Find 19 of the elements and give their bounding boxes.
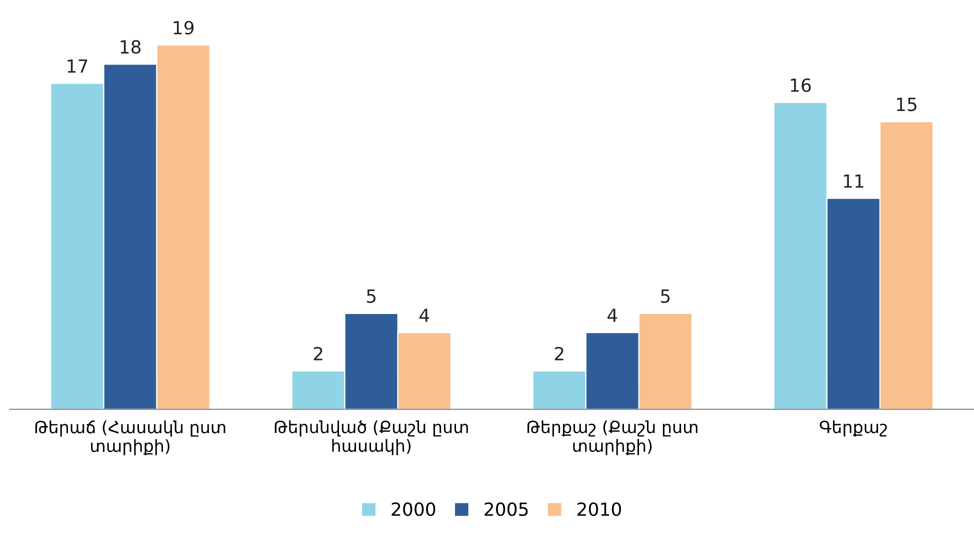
x-tick-label: Թերքաշ (Քաշն ըստ տարիքի)	[527, 420, 698, 456]
x-tick-label: Թերսնված (Քաշն ըստ հասակի)	[274, 420, 468, 456]
data-label: 15	[896, 98, 916, 112]
legend-label: 2010	[578, 502, 621, 516]
legend-label: 2005	[484, 502, 528, 516]
data-label: 2	[554, 346, 564, 360]
legend-label: 2000	[392, 502, 436, 516]
data-label: 18	[120, 40, 141, 54]
data-label: 2	[314, 346, 322, 360]
data-label: 19	[174, 20, 194, 35]
data-label: 11	[844, 174, 864, 188]
data-label: 4	[608, 308, 618, 322]
x-tick-label: Թերաճ (Հասակն ըստ տարիքի)	[35, 420, 226, 456]
data-label: 4	[420, 308, 430, 322]
data-label: 17	[68, 59, 88, 73]
x-tick-label: Գերքաշ	[820, 420, 887, 437]
data-label: 5	[366, 290, 376, 303]
data-label: 16	[790, 78, 811, 92]
data-label: 5	[661, 290, 670, 303]
